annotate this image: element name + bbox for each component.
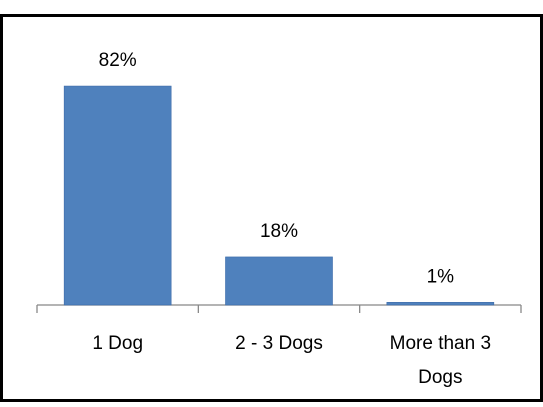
category-label-3: More than 3 Dogs <box>390 333 491 388</box>
category-label-2: 2 - 3 Dogs <box>235 333 323 354</box>
data-label-3: 1% <box>427 266 455 287</box>
bar-1 <box>63 85 172 306</box>
data-label-1: 82% <box>99 50 137 71</box>
category-label-1: 1 Dog <box>92 333 143 354</box>
marks-layer: 82% 1 Dog 18% 2 - 3 Dogs 1% More than 3 Dogs <box>36 50 522 388</box>
bar-3 <box>386 302 495 306</box>
bar-2 <box>225 256 333 306</box>
data-label-2: 18% <box>260 221 298 242</box>
